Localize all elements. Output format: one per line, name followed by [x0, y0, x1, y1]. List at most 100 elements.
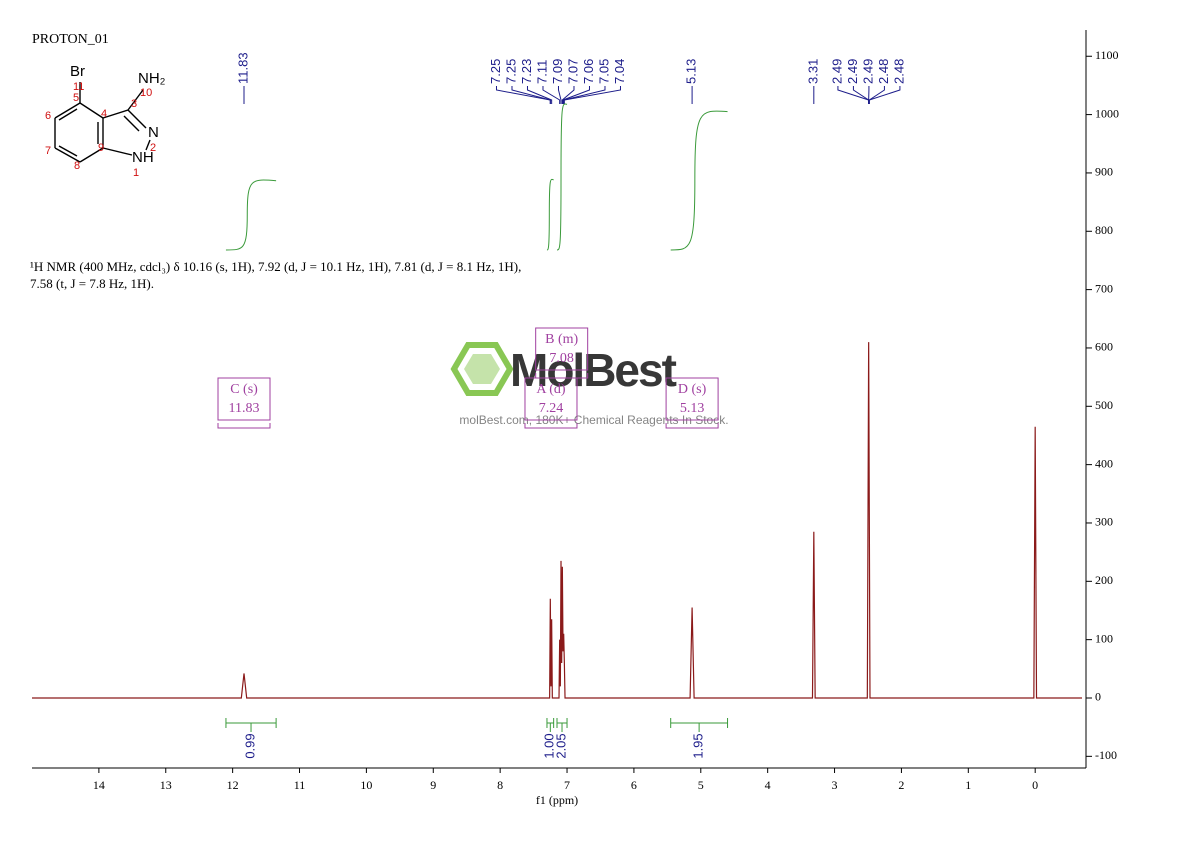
multiplet-shift: 7.24 — [539, 401, 564, 416]
atom-label: Br — [70, 63, 85, 80]
x-tick-label: 4 — [765, 778, 771, 792]
peak-connector — [511, 86, 551, 104]
integral-label: 1.95 — [691, 733, 706, 758]
integral-bracket — [225, 718, 277, 732]
multiplet-label: B (m) — [545, 332, 578, 347]
atom-numbers: 11 5 3 10 4 6 7 9 2 8 1 — [45, 81, 156, 179]
multiplet-bracket — [217, 423, 271, 429]
peak-connector — [562, 86, 590, 104]
peak-label: 2.49 — [845, 59, 860, 84]
multiplet-box — [535, 327, 589, 371]
multiplet-label: C (s) — [230, 382, 258, 397]
peak-label: 2.49 — [860, 59, 875, 84]
x-tick-label: 2 — [898, 778, 904, 792]
x-tick-label: 9 — [430, 778, 436, 792]
peak-label: 2.48 — [876, 59, 891, 84]
atom-label: N — [148, 124, 159, 141]
x-tick-label: 3 — [832, 778, 838, 792]
x-tick-label: 12 — [227, 778, 239, 792]
integral-label: 2.05 — [553, 733, 568, 758]
watermark-logo — [464, 354, 500, 384]
multiplet-shift: 11.83 — [229, 401, 260, 416]
peak-label: 2.49 — [829, 59, 844, 84]
atom-label: NH — [132, 149, 154, 166]
y-tick-label: 500 — [1095, 398, 1113, 412]
integral-label: 1.00 — [542, 733, 557, 758]
atom-number: 3 — [131, 98, 137, 110]
peak-connector — [852, 86, 870, 104]
peak-label: 11.83 — [235, 52, 250, 84]
peak-connector — [557, 86, 562, 104]
multiplet-box — [217, 377, 271, 421]
peak-label: 7.07 — [565, 59, 580, 84]
description-line: ¹H NMR (400 MHz, cdcl₃) δ 10.16 (s, 1H),… — [30, 259, 522, 274]
title: PROTON_01 — [32, 32, 109, 47]
integral-curve — [556, 103, 568, 251]
x-tick-label: 8 — [497, 778, 503, 792]
atom-number: 4 — [101, 108, 107, 120]
spectrum — [32, 342, 1082, 699]
x-tick-label: 1 — [965, 778, 971, 792]
y-tick-label: 800 — [1095, 223, 1113, 237]
structure-bonds — [54, 82, 151, 163]
multiplet-box — [665, 377, 719, 421]
peak-connector — [868, 86, 885, 104]
atom-number: 2 — [150, 142, 156, 154]
peak-label: 7.06 — [581, 59, 596, 84]
multiplet-bracket — [665, 423, 719, 429]
integral-bracket — [546, 718, 555, 732]
x-tick-label: 6 — [631, 778, 637, 792]
integral-bracket — [556, 718, 568, 732]
y-tick-label: 400 — [1095, 456, 1113, 470]
x-tick-label: 10 — [360, 778, 372, 792]
multiplet-shift: 7.08 — [549, 351, 574, 366]
watermark-text: molBest.com, 180K+ Chemical Reagents In … — [459, 413, 728, 427]
watermark-logo — [450, 342, 514, 396]
x-tick-label: 11 — [294, 778, 306, 792]
structure-atoms: Br NH₂ N NH — [70, 63, 166, 166]
peak-label: 2.48 — [891, 59, 906, 84]
peak-connector — [526, 86, 553, 104]
description: ¹H NMR (400 MHz, cdcl₃) δ 10.16 (s, 1H),… — [30, 258, 521, 292]
integral-bracket — [670, 718, 729, 732]
multiplet-shift: 5.13 — [680, 401, 705, 416]
integral-curve — [670, 110, 728, 251]
y-tick-label: 1000 — [1095, 106, 1119, 120]
peak-connector — [495, 86, 551, 104]
peak-label: 7.05 — [596, 59, 611, 84]
peak-label: 7.23 — [519, 59, 534, 84]
y-tick-label: 1100 — [1095, 48, 1119, 62]
atom-number: 9 — [98, 142, 104, 154]
atom-number: 11 — [73, 81, 84, 93]
integral-label: 0.99 — [242, 733, 257, 758]
watermark-title: MolBest — [510, 344, 677, 396]
atom-number: 10 — [140, 87, 152, 99]
integral-curve — [225, 179, 277, 251]
atom-number: 6 — [45, 110, 51, 122]
y-tick-label: 300 — [1095, 515, 1113, 529]
peak-label: 7.09 — [550, 59, 565, 84]
description-line: 7.58 (t, J = 7.8 Hz, 1H). — [30, 276, 154, 291]
peak-label: 3.31 — [805, 59, 820, 84]
x-tick-label: 5 — [698, 778, 704, 792]
x-tick-label: 13 — [160, 778, 172, 792]
multiplet-label: A (d) — [536, 382, 566, 397]
peak-connector — [563, 86, 606, 104]
atom-label: NH₂ — [138, 70, 166, 87]
peak-label: 7.25 — [503, 59, 518, 84]
atom-number: 1 — [133, 167, 139, 179]
atom-number: 7 — [45, 145, 51, 157]
multiplet-label: D (s) — [678, 382, 707, 397]
atom-number: 8 — [74, 160, 80, 172]
peak-label: 7.04 — [612, 59, 627, 84]
y-tick-label: 600 — [1095, 340, 1113, 354]
y-tick-label: 0 — [1095, 690, 1101, 704]
peak-connector — [561, 86, 575, 104]
x-tick-label: 14 — [93, 778, 105, 792]
y-tick-label: -100 — [1095, 748, 1117, 762]
y-tick-label: 700 — [1095, 281, 1113, 295]
integral-curve — [546, 178, 554, 251]
y-tick-label: 900 — [1095, 165, 1113, 179]
